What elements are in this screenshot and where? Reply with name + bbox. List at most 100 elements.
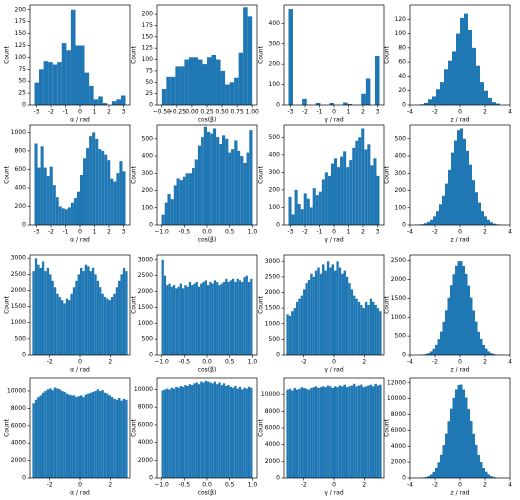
bar bbox=[469, 164, 472, 225]
bar bbox=[322, 386, 325, 478]
y-tick-label: 8000 bbox=[138, 404, 153, 411]
x-axis-label: z / rad bbox=[451, 367, 470, 374]
bar bbox=[454, 140, 457, 225]
bar bbox=[428, 99, 432, 105]
bar bbox=[355, 298, 358, 355]
bar bbox=[465, 397, 468, 478]
bar bbox=[334, 386, 337, 478]
bar bbox=[465, 273, 468, 355]
bar bbox=[222, 135, 226, 225]
y-tick-label: 100 bbox=[269, 204, 281, 211]
x-tick-label: 0 bbox=[458, 482, 462, 489]
bar bbox=[467, 409, 470, 478]
y-tick-label: 0 bbox=[276, 102, 280, 109]
bar bbox=[99, 287, 102, 355]
bar bbox=[94, 391, 97, 478]
y-tick-label: 8000 bbox=[11, 405, 26, 412]
bar bbox=[200, 283, 203, 355]
bar bbox=[317, 267, 320, 355]
bar bbox=[346, 167, 350, 225]
bar bbox=[314, 270, 318, 355]
bar bbox=[172, 388, 176, 478]
bar bbox=[341, 386, 344, 478]
x-tick-label: 0.0 bbox=[202, 359, 212, 366]
bar bbox=[83, 158, 87, 225]
bar bbox=[103, 392, 107, 478]
bar bbox=[182, 386, 185, 478]
x-tick-label: -2 bbox=[48, 229, 54, 236]
y-axis-label: Count bbox=[4, 45, 11, 63]
bar bbox=[216, 137, 220, 225]
bar bbox=[440, 331, 443, 355]
bar bbox=[367, 144, 371, 225]
y-tick-label: 6000 bbox=[138, 421, 153, 428]
x-tick-label: 3 bbox=[376, 229, 380, 236]
y-tick-label: 4000 bbox=[265, 441, 280, 448]
y-tick-label: 2000 bbox=[265, 458, 280, 465]
bar bbox=[376, 175, 380, 225]
y-tick-label: 200 bbox=[15, 6, 27, 13]
bar bbox=[95, 138, 99, 225]
y-tick-label: 400 bbox=[395, 153, 407, 160]
bar bbox=[118, 280, 121, 355]
bar bbox=[372, 386, 375, 478]
bar bbox=[307, 280, 311, 355]
bar bbox=[364, 301, 368, 355]
bar bbox=[188, 173, 192, 225]
bar bbox=[40, 146, 44, 225]
bar bbox=[369, 384, 373, 478]
bar bbox=[303, 193, 307, 225]
bar bbox=[87, 266, 90, 355]
y-tick-label: 100 bbox=[142, 56, 154, 63]
bar bbox=[341, 273, 344, 355]
bar bbox=[75, 45, 80, 105]
x-tick-label: 0 bbox=[458, 229, 462, 236]
bar bbox=[303, 289, 306, 355]
bar bbox=[204, 380, 207, 478]
bar bbox=[191, 285, 194, 355]
bar bbox=[362, 308, 365, 355]
bar bbox=[53, 387, 57, 478]
bar bbox=[237, 150, 241, 225]
bar bbox=[209, 281, 212, 355]
x-tick-label: −1.0 bbox=[154, 482, 169, 489]
bar bbox=[207, 285, 210, 355]
y-tick-label: 0 bbox=[149, 475, 153, 482]
y-tick-label: 0 bbox=[402, 102, 406, 109]
bar bbox=[37, 264, 40, 355]
bar bbox=[179, 66, 185, 105]
bar bbox=[70, 293, 73, 355]
y-tick-label: 0 bbox=[402, 475, 406, 482]
bar bbox=[297, 203, 301, 225]
bar bbox=[295, 389, 299, 478]
y-tick-label: 2000 bbox=[11, 287, 26, 294]
x-axis-label: γ / rad bbox=[324, 117, 344, 124]
bar bbox=[464, 13, 468, 106]
bar bbox=[357, 301, 361, 355]
bar bbox=[220, 385, 223, 478]
y-tick-label: 12000 bbox=[387, 379, 406, 386]
bar bbox=[448, 60, 452, 105]
x-tick-label: 4 bbox=[508, 482, 512, 489]
y-tick-label: 200 bbox=[15, 203, 27, 210]
bar bbox=[331, 264, 334, 355]
bar bbox=[60, 391, 64, 478]
bar bbox=[225, 385, 228, 478]
bar bbox=[211, 55, 217, 105]
y-tick-label: 150 bbox=[15, 30, 27, 37]
bar bbox=[163, 275, 167, 355]
bar bbox=[82, 271, 85, 355]
bar bbox=[43, 61, 49, 105]
bar bbox=[207, 381, 210, 478]
y-tick-label: 500 bbox=[142, 336, 154, 343]
y-axis-label: Count bbox=[384, 295, 391, 313]
bar bbox=[115, 399, 119, 478]
bar bbox=[484, 216, 487, 225]
bar bbox=[51, 280, 54, 355]
bar bbox=[172, 285, 176, 355]
bar bbox=[348, 386, 351, 478]
x-tick-label: 4 bbox=[508, 359, 512, 366]
bar bbox=[188, 57, 194, 105]
bar bbox=[106, 298, 109, 355]
x-tick-label: 0 bbox=[78, 482, 82, 489]
